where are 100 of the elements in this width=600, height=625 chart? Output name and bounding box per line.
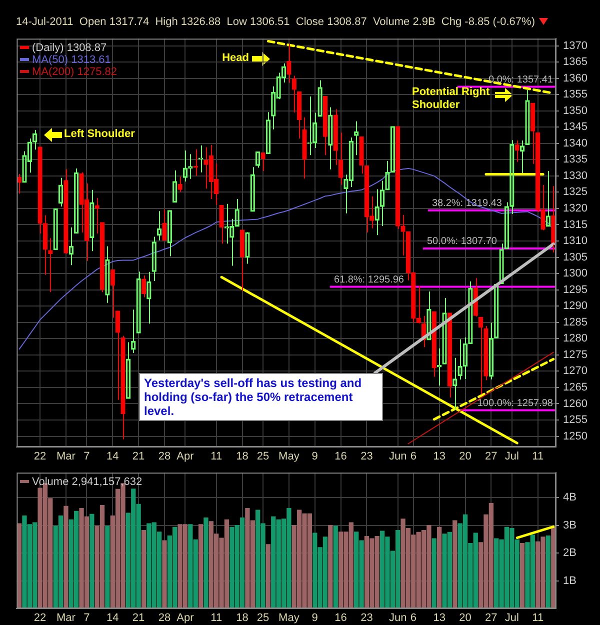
candlestick [141, 275, 146, 298]
y-tick-label: 1250 [563, 430, 588, 442]
y-tick-label: 1360 [563, 72, 588, 84]
x-tick-label: 27 [485, 450, 498, 463]
candlestick [100, 222, 105, 293]
chart-subtitle: 14-Jul-2011 Open 1317.74 High 1326.88 Low 1306.51 Close 1308.87 Volume 2.9B Chg -8.85 (-0.67%) [16, 16, 536, 28]
y-tick-label: 2B [563, 547, 576, 560]
x-tick-label: 27 [485, 612, 498, 624]
x-tick-label: 14 [106, 450, 119, 463]
x-tick-label: 16 [334, 612, 347, 624]
candlestick [292, 75, 296, 113]
x-tick-label: 6 [410, 612, 416, 624]
y-tick-label: 3B [563, 519, 576, 532]
candlestick [302, 116, 307, 180]
candlestick [260, 152, 266, 172]
x-tick-label: 20 [459, 450, 472, 463]
bar [198, 524, 204, 608]
x-tick-label: May [278, 450, 300, 463]
x-tick-label: Jun [388, 612, 407, 624]
x-tick-label: 25 [256, 450, 270, 463]
y-tick-label: 1305 [563, 251, 588, 264]
x-tick-label: 14 [106, 612, 119, 624]
y-tick-label: 1340 [563, 137, 588, 150]
x-tick-label: 21 [132, 612, 145, 624]
bar [520, 542, 525, 608]
x-tick-label: 11 [532, 612, 544, 624]
legend-label: (Daily) 1308.87 [32, 42, 107, 54]
y-tick-label: 1365 [563, 56, 588, 68]
candlestick [94, 198, 100, 234]
x-tick-label: 13 [433, 612, 446, 624]
x-tick-label: 11 [210, 612, 222, 624]
x-tick-label: 11 [532, 450, 544, 463]
y-tick-label: 1345 [563, 121, 588, 134]
x-tick-label: 9 [312, 450, 318, 463]
annotation: Potential Right Shoulder [412, 86, 491, 112]
x-tick-label: Apr [176, 612, 194, 624]
y-tick-label: 1280 [563, 332, 588, 345]
x-tick-label: 22 [34, 450, 46, 463]
bar [90, 514, 94, 608]
x-tick-label: May [278, 612, 300, 624]
x-tick-label: 28 [158, 450, 171, 463]
x-tick-label: 6 [410, 450, 416, 463]
bar [546, 536, 551, 608]
y-tick-label: 1255 [563, 414, 588, 426]
candlestick [400, 214, 406, 256]
x-tick-label: 23 [360, 450, 373, 463]
legend-label: MA(200) 1275.82 [32, 66, 117, 78]
candlestick [48, 238, 53, 293]
y-tick-label: 1350 [563, 104, 588, 117]
candlestick [178, 176, 182, 193]
y-tick-label: 1320 [563, 202, 588, 214]
y-tick-label: 1300 [563, 268, 588, 280]
y-tick-label: 1295 [563, 284, 588, 296]
x-tick-label: Jun [388, 450, 407, 463]
x-tick-label: 28 [158, 612, 171, 624]
bar [266, 544, 271, 608]
x-tick-label: 11 [210, 450, 222, 463]
candlestick [42, 214, 48, 276]
annotation: Head [222, 52, 249, 65]
y-tick-label: 1335 [563, 154, 588, 166]
x-tick-label: 23 [360, 612, 373, 624]
legend-label: Volume 2,941,157,632 [32, 476, 142, 488]
candlestick [530, 102, 535, 164]
y-tick-label: 1370 [563, 40, 588, 52]
y-tick-label: 1330 [563, 170, 588, 182]
y-tick-label: 1355 [563, 88, 588, 101]
candlestick [286, 43, 292, 84]
candlestick [322, 96, 328, 156]
ref-line-label: 100.0%: 1257.98 [477, 398, 554, 410]
legend-label: MA(50) 1313.61 [32, 54, 111, 66]
bar [162, 540, 167, 608]
y-tick-label: 1310 [563, 235, 588, 248]
y-tick-label: 4B [563, 492, 576, 504]
y-tick-label: 1290 [563, 300, 588, 312]
y-tick-label: 1260 [563, 398, 588, 410]
candlestick [396, 126, 400, 230]
annotation: Left Shoulder [64, 128, 135, 141]
y-tick-label: 1315 [563, 218, 588, 231]
annotation: Yesterday's sell-off has us testing and holding (so-far) the 50% retracement level. [139, 373, 383, 421]
candlestick [240, 230, 245, 292]
bar [141, 530, 146, 608]
bar [333, 526, 338, 608]
candlestick [162, 208, 167, 241]
x-tick-label: Apr [176, 450, 194, 463]
candlestick [219, 204, 224, 244]
ref-line-label: 50.0%: 1307.70 [426, 236, 498, 248]
x-tick-label: 7 [84, 612, 90, 624]
x-tick-label: Jul [504, 612, 519, 624]
candlestick [296, 91, 302, 140]
candlestick [120, 335, 126, 440]
x-tick-label: 18 [236, 612, 248, 624]
y-tick-label: 1270 [563, 365, 588, 378]
x-tick-label: 7 [84, 450, 90, 463]
x-tick-label: 18 [236, 450, 248, 463]
bar [64, 506, 68, 608]
x-tick-label: 9 [312, 612, 318, 624]
candlestick [64, 168, 68, 254]
y-tick-label: 1325 [563, 186, 588, 198]
x-tick-label: 16 [334, 450, 347, 463]
x-tick-label: 13 [433, 450, 446, 463]
